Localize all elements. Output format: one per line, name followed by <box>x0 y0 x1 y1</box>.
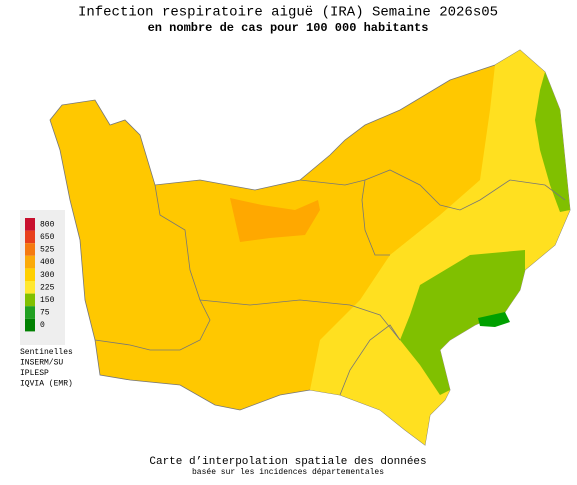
zone-150 <box>535 72 570 212</box>
zone-150 <box>400 250 525 395</box>
footer-line: Carte d’interpolation spatiale des donné… <box>149 456 426 468</box>
zone-300 <box>310 50 570 445</box>
legend-label: 800 <box>40 220 55 229</box>
legend-swatch <box>25 281 35 294</box>
legend-label: 0 <box>40 321 45 330</box>
department-border <box>199 299 401 341</box>
legend-label: 400 <box>40 258 55 267</box>
credit-line: Sentinelles <box>20 348 73 357</box>
legend-swatch <box>25 218 35 231</box>
zone-400 <box>230 198 320 242</box>
credit-line: IQVIA (EMR) <box>20 380 73 389</box>
legend-label: 300 <box>40 271 55 280</box>
legend-label: 225 <box>40 283 55 292</box>
legend-label: 650 <box>40 233 55 242</box>
department-border <box>299 179 390 256</box>
subtitle: en nombre de cas pour 100 000 habitants <box>148 21 429 35</box>
department-border <box>364 169 566 211</box>
legend-swatch <box>25 306 35 319</box>
legend-swatch <box>25 255 35 269</box>
zone-75 <box>478 312 510 327</box>
legend-label: 150 <box>40 296 55 305</box>
legend-label: 75 <box>40 309 50 318</box>
credit-line: INSERM/SU <box>20 359 63 368</box>
legend-swatch <box>25 243 35 256</box>
legend-swatch <box>25 293 35 307</box>
legend-swatch <box>25 230 35 244</box>
legend-label: 525 <box>40 246 55 255</box>
department-border <box>94 184 211 351</box>
department-border <box>339 324 401 396</box>
credit-line: IPLESP <box>20 369 49 378</box>
footer-line: basée sur les incidences départementales <box>192 468 384 477</box>
title: Infection respiratoire aiguë (IRA) Semai… <box>78 5 498 21</box>
legend-swatch <box>25 318 35 332</box>
legend: 800 650 525 400 300 225 150 75 0 <box>25 218 55 332</box>
legend-swatch <box>25 268 35 281</box>
map <box>49 49 571 446</box>
